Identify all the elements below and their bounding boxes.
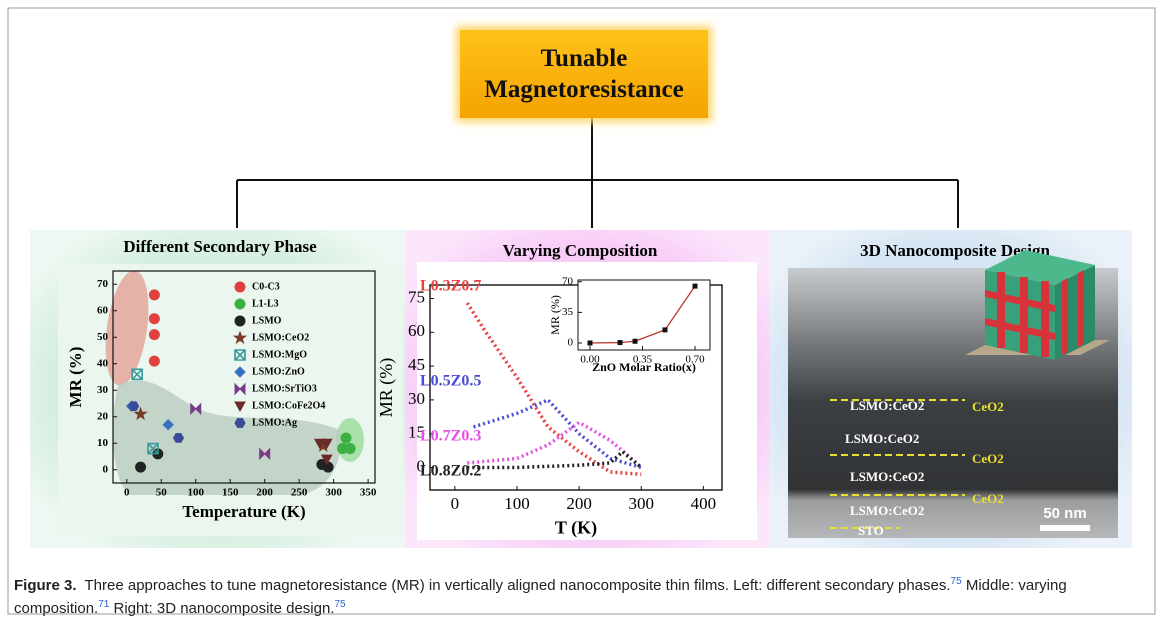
citation: 75 <box>334 599 345 610</box>
layer-label: LSMO:CeO2 <box>850 503 924 518</box>
series-label: L0.5Z0.5 <box>420 373 481 390</box>
y-tick-label: 70 <box>97 278 109 290</box>
legend-marker <box>235 299 245 309</box>
legend-label: LSMO:Ag <box>252 417 297 428</box>
point <box>323 462 333 472</box>
y-tick-label: 30 <box>97 384 109 396</box>
x-tick-label: 0 <box>451 494 460 513</box>
legend-label: LSMO:CeO2 <box>252 332 309 343</box>
legend-label: C0-C3 <box>252 281 280 292</box>
point <box>345 444 355 454</box>
y-tick-label: 70 <box>562 275 574 287</box>
legend-label: LSMO:MgO <box>252 349 307 360</box>
x-axis-label: ZnO Molar Ratio(x) <box>592 360 696 374</box>
point <box>633 339 638 344</box>
point <box>618 340 623 345</box>
caption: Figure 3. Three approaches to tune magnet… <box>14 572 1144 618</box>
scale-bar <box>1040 525 1090 531</box>
x-tick-label: 100 <box>504 494 530 513</box>
point <box>174 434 184 443</box>
x-tick-label: 0 <box>124 486 130 498</box>
x-tick-label: 200 <box>256 486 273 498</box>
x-tick-label: 350 <box>360 486 377 498</box>
point <box>341 433 351 443</box>
series-label: L0.8Z0.2 <box>420 463 481 480</box>
series-label: L0.7Z0.3 <box>420 428 481 445</box>
x-tick-label: 300 <box>325 486 342 498</box>
x-tick-label: 150 <box>222 486 239 498</box>
title-box: Tunable Magnetoresistance <box>460 30 708 118</box>
y-tick-label: 0 <box>103 463 109 475</box>
point <box>663 327 668 332</box>
tree-connector <box>237 118 958 228</box>
interface-label: CeO2 <box>972 399 1004 414</box>
figure-label: Figure 3. <box>14 577 77 594</box>
series-label: L0.3Z0.7 <box>420 278 481 295</box>
y-axis-label: MR (%) <box>548 295 562 335</box>
legend-label: L1-L3 <box>252 298 279 309</box>
legend-label: LSMO <box>252 315 282 326</box>
x-tick-label: 200 <box>566 494 592 513</box>
interface-label: CeO2 <box>972 491 1004 506</box>
point <box>693 284 698 289</box>
layer-label: LSMO:CeO2 <box>845 431 919 446</box>
x-tick-label: 50 <box>156 486 168 498</box>
y-tick-label: 45 <box>408 355 425 374</box>
point <box>149 330 159 340</box>
point <box>149 290 159 300</box>
y-tick-label: 30 <box>408 389 425 408</box>
point <box>136 462 146 472</box>
y-tick-label: 50 <box>97 331 109 343</box>
interface-label: CeO2 <box>972 451 1004 466</box>
legend-label: LSMO:SrTiO3 <box>252 383 317 394</box>
point <box>588 341 593 346</box>
y-tick-label: 60 <box>408 321 425 340</box>
point <box>129 402 139 411</box>
citation: 71 <box>98 599 109 610</box>
x-tick-label: 400 <box>691 494 717 513</box>
citation: 75 <box>951 576 962 587</box>
x-axis-label: Temperature (K) <box>182 502 305 521</box>
y-tick-label: 0 <box>568 337 574 349</box>
y-axis-label: MR (%) <box>376 358 397 418</box>
caption-text: Right: 3D nanocomposite design. <box>109 600 334 617</box>
y-tick-label: 20 <box>97 410 109 422</box>
point <box>149 356 159 366</box>
y-tick-label: 10 <box>97 437 109 449</box>
y-tick-label: 60 <box>97 304 109 316</box>
legend-label: LSMO:ZnO <box>252 366 305 377</box>
caption-text: Three approaches to tune magnetoresistan… <box>85 577 951 594</box>
point <box>149 314 159 324</box>
layer-label: LSMO:CeO2 <box>850 469 924 484</box>
y-tick-label: 35 <box>562 306 574 318</box>
y-axis-label: MR (%) <box>66 347 85 408</box>
legend-label: LSMO:CoFe2O4 <box>252 400 325 411</box>
legend-marker <box>235 316 245 326</box>
x-axis-label: T (K) <box>555 518 597 539</box>
plot-frame <box>578 280 710 350</box>
scale-label: 50 nm <box>1043 505 1086 522</box>
y-tick-label: 40 <box>97 357 109 369</box>
x-tick-label: 250 <box>291 486 308 498</box>
x-tick-label: 300 <box>628 494 654 513</box>
legend-marker <box>235 282 245 292</box>
layer-label: LSMO:CeO2 <box>850 398 924 413</box>
x-tick-label: 100 <box>187 486 204 498</box>
substrate-label: STO <box>858 523 884 538</box>
legend-marker <box>235 419 245 428</box>
page: { "header": {"title": "Tunable Magnetore… <box>0 0 1164 623</box>
panel-title: Varying Composition <box>503 241 658 260</box>
panel-title: Different Secondary Phase <box>123 237 317 256</box>
